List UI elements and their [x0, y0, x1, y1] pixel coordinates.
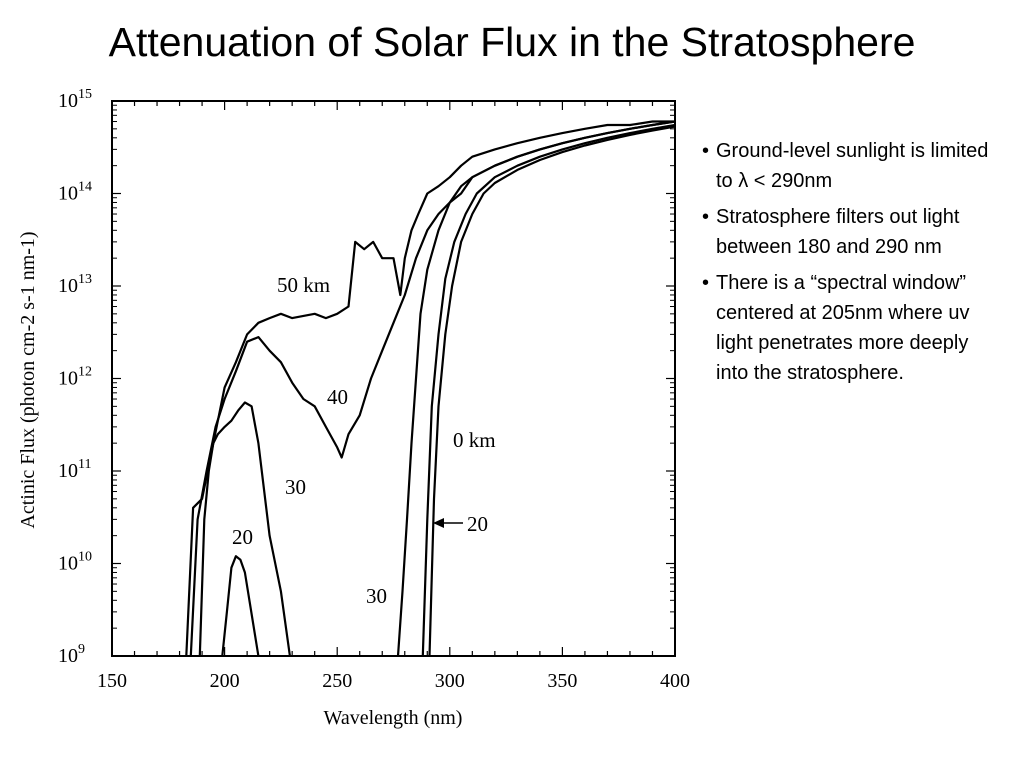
bullet-dot-icon: • — [702, 206, 710, 228]
bullet-text: Stratosphere filters out light between 1… — [716, 206, 960, 258]
curve-label-30-left: 30 — [285, 475, 306, 499]
curve-label-30-right: 30 — [366, 584, 387, 608]
bullet-text: There is a “spectral window” centered at… — [716, 272, 970, 384]
series-line-5 — [421, 123, 676, 657]
curve-label-40: 40 — [327, 385, 348, 409]
x-tick-label: 200 — [210, 670, 240, 692]
curve-label-20-right: 20 — [467, 512, 488, 536]
x-tick-labels: 150 200 250 300 350 400 — [97, 670, 690, 692]
y-tick-label: 1011 — [58, 457, 91, 482]
y-tick-label: 1014 — [58, 180, 92, 205]
y-tick-label: 1010 — [58, 550, 92, 575]
y-tick-label: 1015 — [58, 87, 92, 112]
bullet-dot-icon: • — [702, 140, 710, 162]
bullet-dot-icon: • — [702, 272, 710, 294]
series-lines — [185, 120, 676, 657]
y-tick-label: 1012 — [58, 365, 92, 390]
x-tick-label: 250 — [322, 670, 352, 692]
x-tick-label: 150 — [97, 670, 127, 692]
series-line-2 — [198, 401, 291, 657]
x-tick-label: 350 — [547, 670, 577, 692]
x-tick-label: 400 — [660, 670, 690, 692]
slide-title: Attenuation of Solar Flux in the Stratos… — [108, 19, 916, 65]
bullet-list: • Ground-level sunlight is limited to λ <… — [702, 136, 1002, 394]
bullet-item: • Ground-level sunlight is limited to λ <… — [702, 136, 1002, 196]
bullet-item: • There is a “spectral window” centered a… — [702, 268, 1002, 388]
series-line-6 — [428, 125, 676, 657]
bullet-item: • Stratosphere filters out light between … — [702, 202, 1002, 262]
arrow-annotation — [433, 518, 463, 528]
series-line-0 — [185, 120, 675, 657]
y-axis-title: Actinic Flux (photon cm-2 s-1 nm-1) — [17, 231, 39, 528]
x-tick-label: 300 — [435, 670, 465, 692]
x-axis-title: Wavelength (nm) — [324, 707, 463, 729]
y-tick-label: 109 — [58, 642, 85, 667]
bullet-text: Ground-level sunlight is limited to λ < … — [716, 140, 989, 192]
series-line-4 — [396, 120, 676, 657]
y-tick-label: 1013 — [58, 272, 92, 297]
y-tick-labels: 109 1010 1011 1012 1013 1014 1015 — [58, 87, 92, 667]
series-line-3 — [221, 555, 260, 657]
curve-label-0km: 0 km — [453, 428, 496, 452]
curve-label-50km: 50 km — [277, 273, 330, 297]
plot-frame — [111, 100, 676, 657]
axis-ticks — [111, 100, 676, 657]
curve-label-20-left: 20 — [232, 525, 253, 549]
